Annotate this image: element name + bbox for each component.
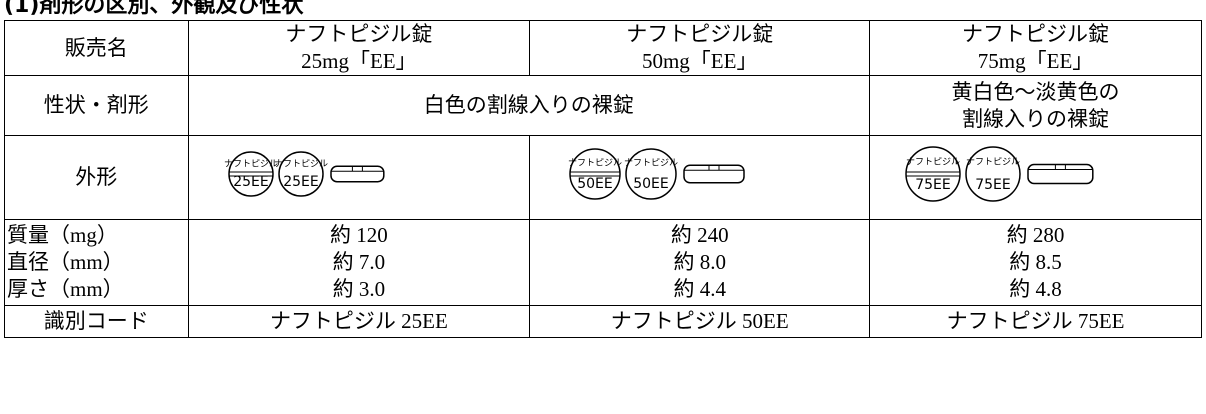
imprint: 50EE <box>577 176 613 192</box>
text: 約 4.4 <box>673 277 726 301</box>
text: 約 7.0 <box>332 250 386 274</box>
row: 質量（mg） 直径（mm） 厚さ（mm） 約 120 約 7.0 約 3.0 約 240… <box>4 219 1202 306</box>
text: 質量（mg） <box>7 223 118 247</box>
text: 約 8.5 <box>1009 250 1062 274</box>
text: 約 3.0 <box>332 277 386 301</box>
imprint-top: ナフトピジル <box>224 158 278 169</box>
cell: ナフトピジル錠 25mg「EE」 <box>187 20 531 76</box>
cell: 約 120 約 7.0 約 3.0 <box>187 219 531 306</box>
text: 直径（mm） <box>7 250 124 274</box>
text: 50mg「EE」 <box>641 49 758 73</box>
text: ナフトピジル錠 <box>962 22 1110 46</box>
text: 販売名 <box>64 35 128 60</box>
cell: 性状・剤形 <box>4 75 189 136</box>
row: 販売名 ナフトピジル錠 25mg「EE」 ナフトピジル錠 50mg「EE」 ナフトピ… <box>4 20 1202 76</box>
cell: ナフトピジル錠 75mg「EE」 <box>869 20 1202 76</box>
cell: ナフトピジル 25EE ナフトピジル 25EE <box>187 135 531 220</box>
tablet-face <box>568 148 621 200</box>
text: 厚さ（mm） <box>7 277 124 301</box>
text: ナフトピジル 75EE <box>946 309 1125 333</box>
text: 約 240 <box>670 223 729 247</box>
side-score <box>330 166 384 172</box>
text: ナフトピジル 25EE <box>269 309 448 333</box>
cell: 白色の割線入りの裸錠 <box>187 75 871 136</box>
tablet-image: ナフトピジル 25EE ナフトピジル 25EE <box>224 151 385 197</box>
imprint-top: ナフトピジル <box>624 157 678 168</box>
cell: ナフトピジル 75EE ナフトピジル 75EE <box>869 135 1202 220</box>
cell: 外形 <box>4 135 189 220</box>
text: 割線入りの裸錠 <box>962 106 1110 131</box>
imprint-top: ナフトピジル <box>966 157 1020 168</box>
score-line <box>905 171 960 177</box>
text: ナフトピジル錠 <box>626 22 774 46</box>
cell: 質量（mg） 直径（mm） 厚さ（mm） <box>4 219 189 306</box>
spec-table: 販売名 ナフトピジル錠 25mg「EE」 ナフトピジル錠 50mg「EE」 ナフトピ… <box>4 20 1202 338</box>
text: 75mg「EE」 <box>977 49 1094 73</box>
tablet-face <box>228 151 274 197</box>
cell: ナフトピジル 50EE ナフトピジル 50EE <box>529 135 871 220</box>
text: 性状・剤形 <box>43 93 149 117</box>
imprint: 75EE <box>975 177 1011 193</box>
cell: ナフトピジル 50EE <box>529 305 871 338</box>
cell: 識別コード <box>4 305 189 338</box>
cell: 販売名 <box>4 20 189 76</box>
cell: 黄白色～淡黄色の 割線入りの裸錠 <box>869 75 1202 136</box>
text: 約 4.8 <box>1009 277 1062 301</box>
tablet-side <box>682 164 745 184</box>
score-line <box>569 171 620 177</box>
tablet-face <box>278 151 324 197</box>
text: 黄白色～淡黄色の <box>951 79 1120 104</box>
text: 外形 <box>75 165 118 189</box>
row: 外形 ナフトピジル 25EE ナフトピジル 25EE ナフトピジル 50EE ナフトピジル… <box>4 135 1202 220</box>
imprint-top: ナフトピジル <box>274 158 328 169</box>
imprint: 75EE <box>915 177 951 193</box>
text: 約 120 <box>330 223 388 247</box>
imprint-top: ナフトピジル <box>568 157 622 168</box>
text: 25mg「EE」 <box>301 49 417 73</box>
row: 識別コード ナフトピジル 25EE ナフトピジル 50EE ナフトピジル 75E… <box>4 305 1202 338</box>
imprint-top: ナフトピジル <box>906 157 960 168</box>
imprint: 25EE <box>283 174 319 190</box>
tablet-face <box>904 146 961 202</box>
text: 約 280 <box>1006 223 1065 247</box>
cell: 約 280 約 8.5 約 4.8 <box>869 219 1202 306</box>
text: ナフトピジル錠 <box>285 22 433 46</box>
score-line <box>228 171 273 177</box>
side-score <box>683 165 744 171</box>
cell: ナフトピジル 25EE <box>187 305 531 338</box>
tablet-image: ナフトピジル 50EE ナフトピジル 50EE <box>568 148 745 200</box>
cell: 約 240 約 8.0 約 4.4 <box>529 219 871 306</box>
tablet-face <box>624 148 677 200</box>
heading: (1)剤形の区別、外観及び性状 <box>4 0 304 18</box>
text: 識別コード <box>43 309 149 333</box>
cell: ナフトピジル 75EE <box>869 305 1202 338</box>
imprint: 25EE <box>233 174 269 190</box>
text: 約 8.0 <box>673 250 726 274</box>
tablet-face <box>964 146 1021 202</box>
imprint: 50EE <box>633 176 669 192</box>
tablet-side <box>1026 163 1094 185</box>
cell: ナフトピジル錠 50mg「EE」 <box>529 20 871 76</box>
tablet-side <box>330 165 385 183</box>
text: ナフトピジル 50EE <box>610 309 789 333</box>
tablet-image: ナフトピジル 75EE ナフトピジル 75EE <box>904 146 1094 202</box>
side-score <box>1027 164 1093 171</box>
text: 白色の割線入りの裸錠 <box>423 93 634 117</box>
row: 性状・剤形 白色の割線入りの裸錠 黄白色～淡黄色の 割線入りの裸錠 <box>4 75 1202 136</box>
